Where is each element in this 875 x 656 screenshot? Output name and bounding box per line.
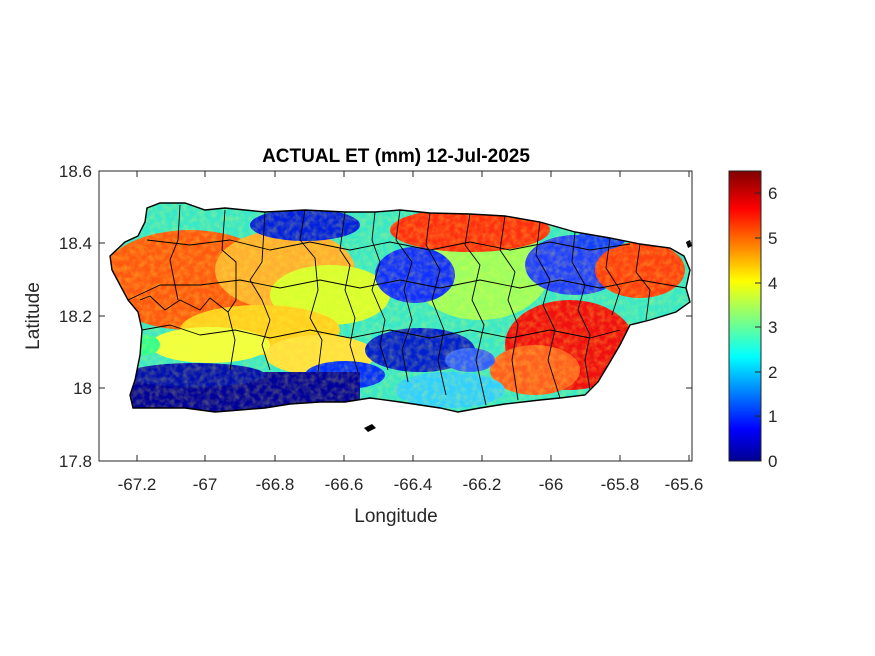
- y-tick-label: 17.8: [59, 452, 92, 471]
- chart-title: ACTUAL ET (mm) 12-Jul-2025: [262, 146, 530, 167]
- x-tick-label: -67: [193, 475, 218, 494]
- colorbar-tick-label: 1: [768, 407, 777, 426]
- y-axis: [99, 170, 692, 462]
- y-tick-labels: 18.6 18.4 18.2 18 17.8: [59, 162, 92, 471]
- small-island: [364, 424, 376, 432]
- colorbar-tick-label: 3: [768, 318, 777, 337]
- y-tick-label: 18: [73, 379, 92, 398]
- y-axis-label: Latitude: [23, 282, 44, 350]
- x-axis: [136, 171, 690, 461]
- y-tick-label: 18.2: [59, 307, 92, 326]
- municipality-boundaries: [127, 204, 687, 406]
- colorbar-tick-label: 6: [768, 184, 777, 203]
- small-island: [686, 240, 692, 248]
- colorbar-gradient: [728, 170, 762, 462]
- x-tick-label: -66.4: [394, 475, 433, 494]
- x-tick-label: -66.8: [256, 475, 295, 494]
- colorbar-tick-label: 2: [768, 363, 777, 382]
- x-axis-label: Longitude: [354, 506, 437, 527]
- y-tick-label: 18.4: [59, 234, 92, 253]
- x-tick-labels: -67.2 -67 -66.8 -66.6 -66.4 -66.2 -66 -6…: [118, 475, 704, 494]
- x-tick-label: -67.2: [118, 475, 157, 494]
- x-tick-label: -66.6: [325, 475, 364, 494]
- x-tick-label: -66: [539, 475, 564, 494]
- x-tick-label: -65.8: [601, 475, 640, 494]
- x-tick-label: -65.6: [665, 475, 704, 494]
- colorbar-tick-label: 0: [768, 452, 777, 471]
- map-axes: -67.2 -67 -66.8 -66.6 -66.4 -66.2 -66 -6…: [59, 162, 703, 494]
- colorbar-tick-label: 5: [768, 229, 777, 248]
- colorbar-tick-label: 4: [768, 274, 777, 293]
- y-tick-label: 18.6: [59, 162, 92, 181]
- et-raster: [110, 203, 690, 412]
- colorbar: 0 1 2 3 4 5 6: [728, 170, 777, 471]
- x-tick-label: -66.2: [463, 475, 502, 494]
